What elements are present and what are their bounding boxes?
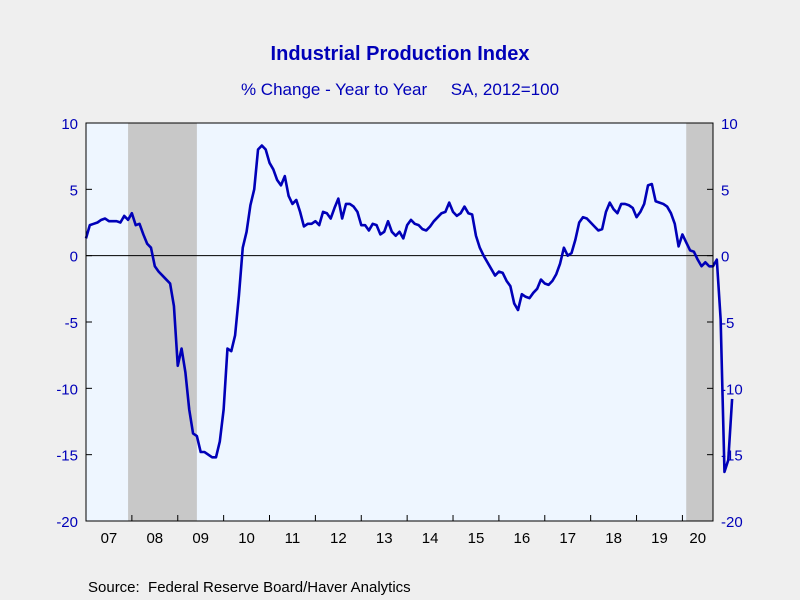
- y-tick-label-right: 10: [721, 116, 738, 133]
- y-tick-label-right: 5: [721, 182, 729, 199]
- x-tick-label: 14: [422, 530, 439, 547]
- source-note: Source: Federal Reserve Board/Haver Anal…: [88, 579, 411, 596]
- y-tick-label-left: 0: [70, 249, 78, 266]
- y-tick-label-right: 0: [721, 249, 729, 266]
- y-tick-label-left: 5: [70, 182, 78, 199]
- y-tick-label-left: -20: [56, 514, 78, 531]
- x-tick-label: 08: [146, 530, 163, 547]
- x-tick-label: 13: [376, 530, 393, 547]
- x-tick-label: 07: [101, 530, 118, 547]
- chart-subtitle: % Change - Year to Year SA, 2012=100: [241, 80, 559, 99]
- y-tick-label-left: 10: [61, 116, 78, 133]
- y-tick-label-right: -5: [721, 315, 734, 332]
- y-tick-label-right: -15: [721, 448, 743, 465]
- x-tick-label: 18: [605, 530, 622, 547]
- x-tick-label: 10: [238, 530, 255, 547]
- x-tick-label: 19: [651, 530, 668, 547]
- x-tick-label: 09: [192, 530, 209, 547]
- x-tick-label: 11: [285, 530, 301, 547]
- y-tick-label-left: -15: [56, 448, 78, 465]
- y-tick-label-left: -5: [65, 315, 78, 332]
- series-line-0: [84, 144, 734, 474]
- chart-title: Industrial Production Index: [271, 43, 530, 65]
- x-tick-label: 20: [689, 530, 706, 547]
- y-tick-label-right: -10: [721, 381, 743, 398]
- x-tick-label: 17: [559, 530, 576, 547]
- recession-band-0: [128, 123, 197, 521]
- x-tick-label: 12: [330, 530, 347, 547]
- x-tick-label: 15: [468, 530, 485, 547]
- x-tick-label: 16: [513, 530, 530, 547]
- y-tick-label-left: -10: [56, 381, 78, 398]
- y-tick-label-right: -20: [721, 514, 743, 531]
